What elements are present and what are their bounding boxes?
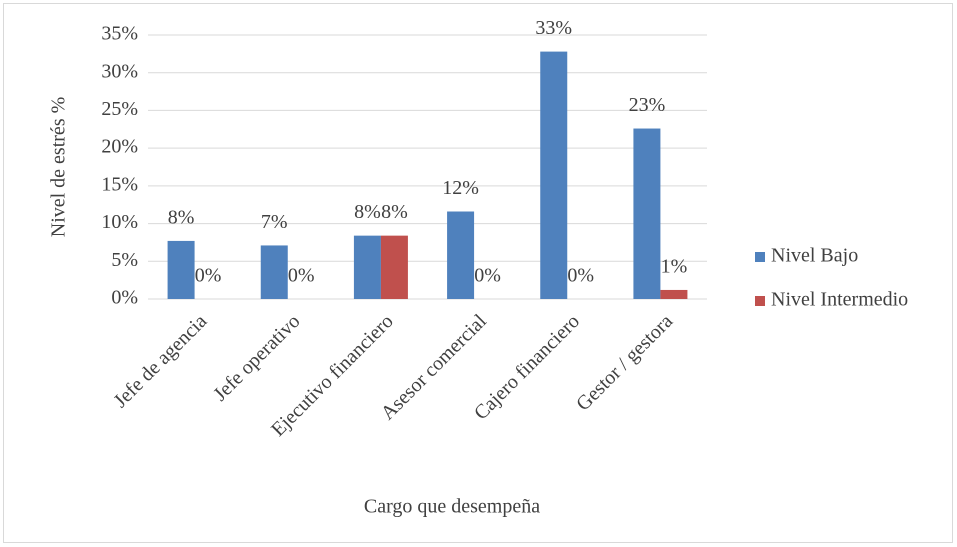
data-label: 0% — [195, 265, 222, 287]
y-tick-label: 20% — [101, 136, 138, 158]
data-label: 8% — [354, 201, 381, 223]
y-tick-label: 25% — [101, 98, 138, 120]
data-label: 12% — [442, 177, 479, 199]
data-label: 0% — [288, 265, 315, 287]
bar — [633, 128, 661, 299]
data-label: 8% — [168, 207, 195, 229]
y-tick-label: 10% — [101, 211, 138, 233]
legend-label: Nivel Bajo — [771, 245, 858, 267]
data-label: 8% — [381, 201, 408, 223]
legend-label: Nivel Intermedio — [771, 289, 908, 311]
chart-border — [3, 3, 953, 543]
y-tick-label: 35% — [101, 23, 138, 45]
data-label: 23% — [629, 94, 666, 116]
bar — [353, 235, 381, 299]
y-axis-title: Nivel de estrés % — [48, 97, 70, 238]
y-tick-label: 30% — [101, 60, 138, 82]
bar — [260, 245, 288, 299]
data-label: 0% — [474, 265, 501, 287]
legend-swatch — [755, 252, 765, 262]
y-tick-label: 15% — [101, 173, 138, 195]
bar — [167, 240, 195, 299]
data-label: 33% — [535, 17, 572, 39]
bar — [447, 211, 475, 299]
y-tick-label: 5% — [111, 249, 138, 271]
legend-swatch — [755, 296, 765, 306]
data-label: 7% — [261, 211, 288, 233]
data-label: 0% — [567, 265, 594, 287]
bar — [660, 289, 688, 299]
bar — [540, 51, 568, 299]
data-label: 1% — [661, 256, 688, 278]
x-axis-title: Cargo que desempeña — [364, 496, 540, 518]
bar — [380, 235, 408, 299]
y-tick-label: 0% — [111, 287, 138, 309]
